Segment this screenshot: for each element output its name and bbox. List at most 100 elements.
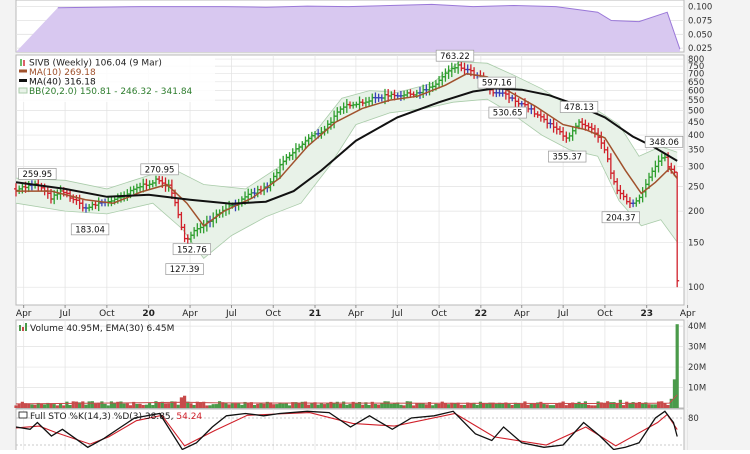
price-annotation-box — [488, 106, 527, 119]
volume-bar — [571, 402, 575, 408]
stochastic-legend-prefix: Full STO %K(14,3) %D(3) — [30, 412, 142, 422]
volume-bar — [227, 404, 231, 408]
volume-bar — [275, 404, 279, 408]
price-annotation-label: 530.65 — [493, 109, 523, 119]
volume-bar — [287, 405, 292, 408]
volume-bar — [567, 403, 572, 408]
top-y-tick-label: 0.075 — [688, 16, 712, 26]
price-y-tick-label: 150 — [688, 239, 704, 249]
legend-ma40-swatch — [19, 79, 27, 82]
volume-bar — [294, 402, 298, 408]
volume-ema-line — [15, 394, 678, 405]
price-annotation-label: 152.76 — [177, 245, 207, 255]
volume-bar — [52, 404, 56, 408]
volume-bar — [214, 404, 218, 408]
volume-bar — [49, 403, 53, 408]
volume-bar — [151, 404, 155, 408]
volume-bar — [138, 403, 142, 408]
stochastic-panel — [15, 408, 685, 454]
ma10-line — [16, 72, 678, 227]
price-annotation-label: 597.16 — [482, 79, 512, 89]
volume-bar — [675, 324, 679, 408]
volume-bar — [412, 405, 416, 408]
volume-bar — [634, 402, 638, 408]
volume-bar — [202, 401, 206, 408]
volume-bar — [262, 403, 266, 408]
volume-bar — [434, 403, 438, 408]
moving-averages — [15, 72, 678, 227]
volume-bar — [125, 403, 129, 408]
volume-bar — [268, 402, 273, 408]
volume-bar — [173, 401, 177, 408]
volume-bar — [303, 401, 308, 408]
volume-bar — [62, 405, 66, 408]
volume-bar — [354, 403, 358, 408]
volume-bar — [195, 401, 199, 408]
legend-title: SIVB (Weekly) 106.04 (9 Mar) — [29, 59, 162, 69]
volume-bar — [497, 402, 502, 408]
price-annotation-box — [165, 263, 204, 275]
price-annotation-box — [601, 211, 640, 224]
volume-bar — [189, 403, 193, 408]
volume-bar — [415, 403, 419, 408]
volume-bar — [539, 401, 543, 408]
top-indicator-line — [57, 3, 681, 50]
volume-bar — [198, 402, 203, 408]
stochastic-k-line — [15, 410, 678, 451]
x-tick-label: Apr — [514, 309, 530, 319]
volume-bar — [252, 404, 257, 408]
volume-bar — [74, 401, 79, 408]
volume-bar — [462, 404, 467, 408]
volume-bar — [20, 401, 24, 408]
volume-bar — [170, 401, 174, 408]
x-tick-label: Apr — [348, 309, 364, 319]
volume-bar — [332, 402, 336, 408]
volume-bar — [641, 403, 645, 408]
volume-bar — [246, 403, 250, 408]
x-tick-label: Jul — [225, 309, 237, 319]
price-annotation-box — [172, 243, 212, 256]
volume-bar — [421, 403, 425, 408]
volume-bar — [672, 379, 677, 408]
price-annotation-box — [477, 76, 516, 89]
price-annotation-label: 127.39 — [170, 265, 200, 275]
volume-bar — [65, 401, 69, 408]
volume-bar — [453, 403, 457, 408]
volume-bar — [599, 402, 603, 408]
volume-bar — [485, 403, 489, 408]
volume-bar — [644, 402, 648, 408]
price-annotation-box — [18, 168, 57, 180]
volume-bar — [596, 401, 600, 408]
volume-bar — [284, 403, 288, 408]
volume-bar — [548, 405, 552, 408]
volume-legend-text: Volume 40.95M, EMA(30) 6.45M — [30, 324, 174, 334]
volume-bar — [351, 401, 355, 408]
volume-bar — [278, 402, 282, 408]
x-tick-label: Oct — [597, 309, 613, 319]
price-annotation-label: 763.22 — [440, 52, 470, 62]
volume-bar — [103, 403, 107, 408]
volume-bar — [322, 404, 327, 408]
volume-bar — [297, 402, 301, 408]
volume-bar — [405, 401, 409, 408]
volume-bar — [132, 401, 136, 408]
volume-bars — [14, 324, 679, 408]
price-annotation-label: 204.37 — [606, 213, 636, 223]
volume-bar — [475, 404, 479, 408]
volume-bar — [319, 402, 323, 408]
x-tick-label: 22 — [475, 309, 488, 319]
volume-icon-bar-3 — [25, 323, 27, 331]
volume-bar — [443, 403, 448, 408]
volume-bar — [109, 401, 114, 408]
volume-bar — [609, 402, 613, 408]
x-tick-label: Jul — [391, 309, 403, 319]
volume-bar — [551, 405, 556, 408]
volume-bar — [586, 404, 591, 408]
volume-bar — [272, 404, 276, 408]
volume-bar — [373, 403, 378, 408]
stochastic-d-value: 54.24 — [176, 412, 202, 422]
volume-bar — [526, 404, 530, 408]
volume-bar — [329, 401, 333, 408]
